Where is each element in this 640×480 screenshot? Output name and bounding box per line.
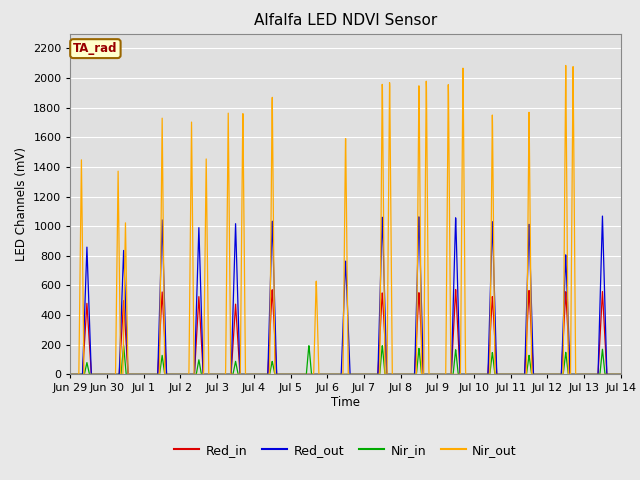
Line: Nir_out: Nir_out <box>70 65 621 374</box>
Nir_out <box>67 372 74 377</box>
Nir_in <box>278 372 285 377</box>
Red_out <box>598 213 606 219</box>
Red_in <box>606 372 614 377</box>
Red_in <box>162 358 170 364</box>
Nir_out <box>617 372 625 377</box>
Nir_out <box>162 372 170 377</box>
Red_in <box>129 372 137 377</box>
Nir_in <box>617 372 625 377</box>
Nir_in <box>301 372 309 377</box>
Line: Red_in: Red_in <box>70 289 621 374</box>
Nir_in <box>162 372 170 377</box>
Red_in <box>278 372 285 377</box>
Line: Nir_in: Nir_in <box>70 345 621 374</box>
Red_out <box>301 372 309 377</box>
Red_out <box>278 372 285 377</box>
Nir_out <box>278 372 285 377</box>
Nir_out <box>606 372 614 377</box>
Red_out <box>162 347 170 352</box>
Red_out <box>606 372 614 377</box>
Red_out <box>547 372 554 377</box>
X-axis label: Time: Time <box>331 396 360 409</box>
Red_out <box>129 372 137 377</box>
Red_in <box>452 287 460 292</box>
Red_in <box>67 372 74 377</box>
Nir_in <box>120 342 127 348</box>
Red_in <box>301 372 309 377</box>
Title: Alfalfa LED NDVI Sensor: Alfalfa LED NDVI Sensor <box>254 13 437 28</box>
Nir_in <box>547 372 555 377</box>
Red_in <box>617 372 625 377</box>
Red_in <box>547 372 555 377</box>
Nir_out <box>562 62 570 68</box>
Y-axis label: LED Channels (mV): LED Channels (mV) <box>15 147 28 261</box>
Nir_in <box>129 372 137 377</box>
Nir_out <box>547 372 554 377</box>
Nir_out <box>301 372 309 377</box>
Nir_in <box>606 372 614 377</box>
Text: TA_rad: TA_rad <box>73 42 118 55</box>
Nir_out <box>129 372 137 377</box>
Nir_in <box>67 372 74 377</box>
Red_out <box>67 372 74 377</box>
Legend: Red_in, Red_out, Nir_in, Nir_out: Red_in, Red_out, Nir_in, Nir_out <box>170 439 522 462</box>
Line: Red_out: Red_out <box>70 216 621 374</box>
Red_out <box>617 372 625 377</box>
